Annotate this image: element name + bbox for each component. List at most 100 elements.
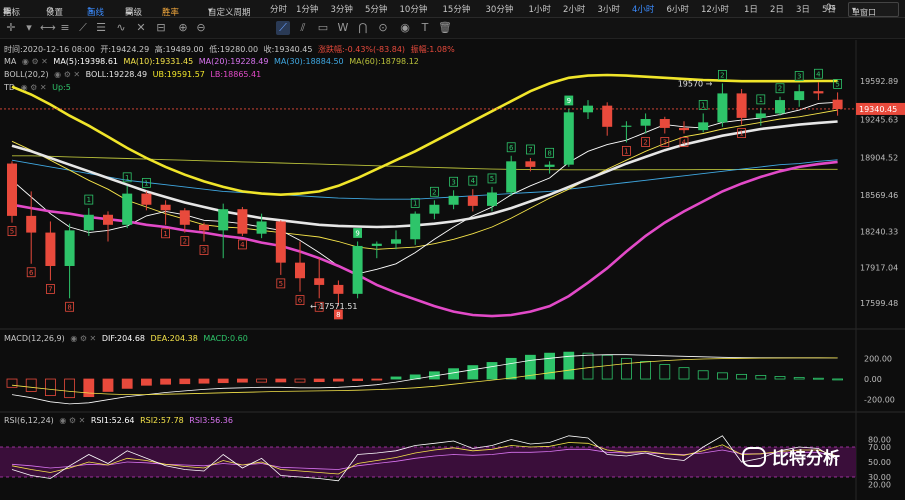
eye-icon[interactable]: ◉ ⚙ ✕ <box>21 57 48 66</box>
trend-line-icon[interactable]: ⟋ <box>276 21 290 35</box>
ray-line-icon[interactable]: ⟋ <box>79 21 87 34</box>
td-marker-box <box>429 186 439 197</box>
macd-bar <box>140 378 152 386</box>
timeframe-tab[interactable]: 1日 <box>744 5 758 15</box>
boll-mid-value: BOLL:19228.49 <box>85 70 148 79</box>
timeframe-tab[interactable]: 3分钟 <box>330 5 353 15</box>
timeframe-tab[interactable]: 分时 <box>270 5 288 15</box>
gear-icon[interactable]: ◉ ⚙ ✕ <box>70 334 97 343</box>
macd-bar <box>467 365 479 380</box>
td-marker-label: 4 <box>471 177 476 185</box>
timeframe-tab[interactable]: 1小时 <box>528 5 551 15</box>
td-marker-box <box>7 226 17 236</box>
zoom-out-icon[interactable]: ⊖ <box>196 21 206 34</box>
candle-body <box>199 224 209 231</box>
candle-body <box>448 195 459 205</box>
macd-bar <box>236 378 248 383</box>
channel-icon[interactable]: ≡ <box>60 21 70 34</box>
boll-indicator-name[interactable]: BOLL(20,2) <box>4 70 49 79</box>
gear-icon[interactable]: ◉ ⚙ ✕ <box>54 70 81 79</box>
price-annotation: 19570 → <box>678 79 713 88</box>
gear-icon[interactable]: ◉ ⚙ ✕ <box>59 416 86 425</box>
lock-icon[interactable]: ⊙ <box>378 21 388 34</box>
timeframe-tab[interactable]: 6小时 <box>666 5 689 15</box>
timeframe-tab[interactable]: 3小时 <box>597 5 620 15</box>
macd-bar <box>102 378 114 392</box>
td-marker-label: 1 <box>739 130 743 138</box>
wave-pattern-icon[interactable]: W <box>337 21 349 34</box>
boll-lb-line <box>11 160 838 318</box>
td-indicator-name[interactable]: TD <box>4 83 16 92</box>
curve-tool-icon[interactable]: ∿ <box>116 21 126 34</box>
timeframe-tab[interactable]: 12小时 <box>701 5 729 15</box>
candle-body <box>295 262 305 279</box>
macd-value: MACD:0.60 <box>203 334 248 343</box>
caret-down-icon[interactable]: ▾ <box>26 21 32 34</box>
price-channel-icon[interactable]: ▭ <box>317 21 329 34</box>
timeframe-tab[interactable]: 3日 <box>796 5 810 15</box>
gear-icon: ⚙ <box>46 6 54 16</box>
macd-bar <box>544 352 555 380</box>
text-tool-icon[interactable]: T <box>421 21 429 34</box>
td-marker-box <box>333 309 343 320</box>
parallel-line-icon[interactable]: ⫽ <box>300 21 306 34</box>
macd-axis-label: 200.00 <box>864 354 892 363</box>
cross-tool-icon[interactable]: ✕ <box>136 21 146 34</box>
trash-icon[interactable]: 🗑 <box>438 21 452 34</box>
horizontal-line-icon[interactable]: ⟷ <box>40 21 56 34</box>
td-marker-box <box>622 145 631 156</box>
td-legend: TD ◉ ⚙ ✕ Up:5 <box>4 83 74 92</box>
ruler-icon[interactable]: ⊟ <box>156 21 166 34</box>
td-marker-label: 3 <box>663 138 667 146</box>
macd-indicator-name[interactable]: MACD(12,26,9) <box>4 334 65 343</box>
candle-body <box>83 214 94 231</box>
ma-indicator-name[interactable]: MA <box>4 57 17 66</box>
low-label: 低:19280.00 <box>209 45 259 54</box>
td-marker-box <box>641 137 650 147</box>
timeframe-tab[interactable]: 10分钟 <box>399 5 428 15</box>
timeframe-tab[interactable]: 2小时 <box>563 5 586 15</box>
candle-body <box>7 163 17 216</box>
td-marker-label: 3 <box>451 178 455 186</box>
ma-legend: MA ◉ ⚙ ✕ MA(5):19398.61 MA(10):19331.45 … <box>4 57 422 66</box>
price-annotation: ← 17571.51 <box>310 302 357 311</box>
timeframe-tab[interactable]: 4小时 <box>632 5 655 15</box>
td-marker-box <box>794 71 804 81</box>
magnet-icon[interactable]: ⋂ <box>358 21 368 34</box>
timeframe-tab[interactable]: 1分钟 <box>296 5 319 15</box>
boll-lb-value: LB:18865.41 <box>210 70 262 79</box>
macd-bar <box>313 378 325 383</box>
td-marker-box <box>833 79 842 89</box>
candle-body <box>755 113 766 118</box>
td-marker-box <box>545 147 554 158</box>
td-marker-box <box>679 137 689 147</box>
drawing-toolbar: ✛ ▾ ⟷ ≡ ⟋ ☰ ∿ ✕ ⊟ ⊕ ⊖ ⟋ ⫽ ▭ W ⋂ ⊙ ◉ T 🗑 <box>0 18 905 39</box>
td-marker-box <box>487 173 497 184</box>
macd-bar <box>256 378 268 383</box>
timeframe-tab[interactable]: 30分钟 <box>485 5 514 15</box>
timeframe-tab[interactable]: 5分钟 <box>365 5 388 15</box>
td-marker-box <box>449 176 459 187</box>
td-marker-label: 1 <box>125 174 129 182</box>
zoom-in-icon[interactable]: ⊕ <box>178 21 188 34</box>
candle-body <box>640 119 651 126</box>
fibonacci-icon[interactable]: ☰ <box>96 21 106 34</box>
td-marker-label: 6 <box>298 297 303 305</box>
ma60-line <box>12 155 838 171</box>
price-axis-label: 18240.33 <box>860 227 898 236</box>
ma5-value: MA(5):19398.61 <box>53 57 118 66</box>
td-marker-label: 6 <box>29 269 34 277</box>
rsi-indicator-name[interactable]: RSI(6,12,24) <box>4 416 54 425</box>
timeframe-tab[interactable]: 2日 <box>770 5 784 15</box>
crosshair-icon[interactable]: ✛ <box>6 21 16 34</box>
timeframe-tab[interactable]: 5日 <box>822 5 836 15</box>
timeframe-tab[interactable]: 15分钟 <box>442 5 471 15</box>
td-marker-label: 1 <box>624 147 628 155</box>
view-select[interactable]: 单窗口 ▾ <box>848 2 899 17</box>
close-icon[interactable]: ◉ ⚙ ✕ <box>20 83 47 92</box>
td-marker-box <box>526 144 535 155</box>
eye-icon[interactable]: ◉ <box>400 21 410 34</box>
td-marker-box <box>141 177 151 188</box>
